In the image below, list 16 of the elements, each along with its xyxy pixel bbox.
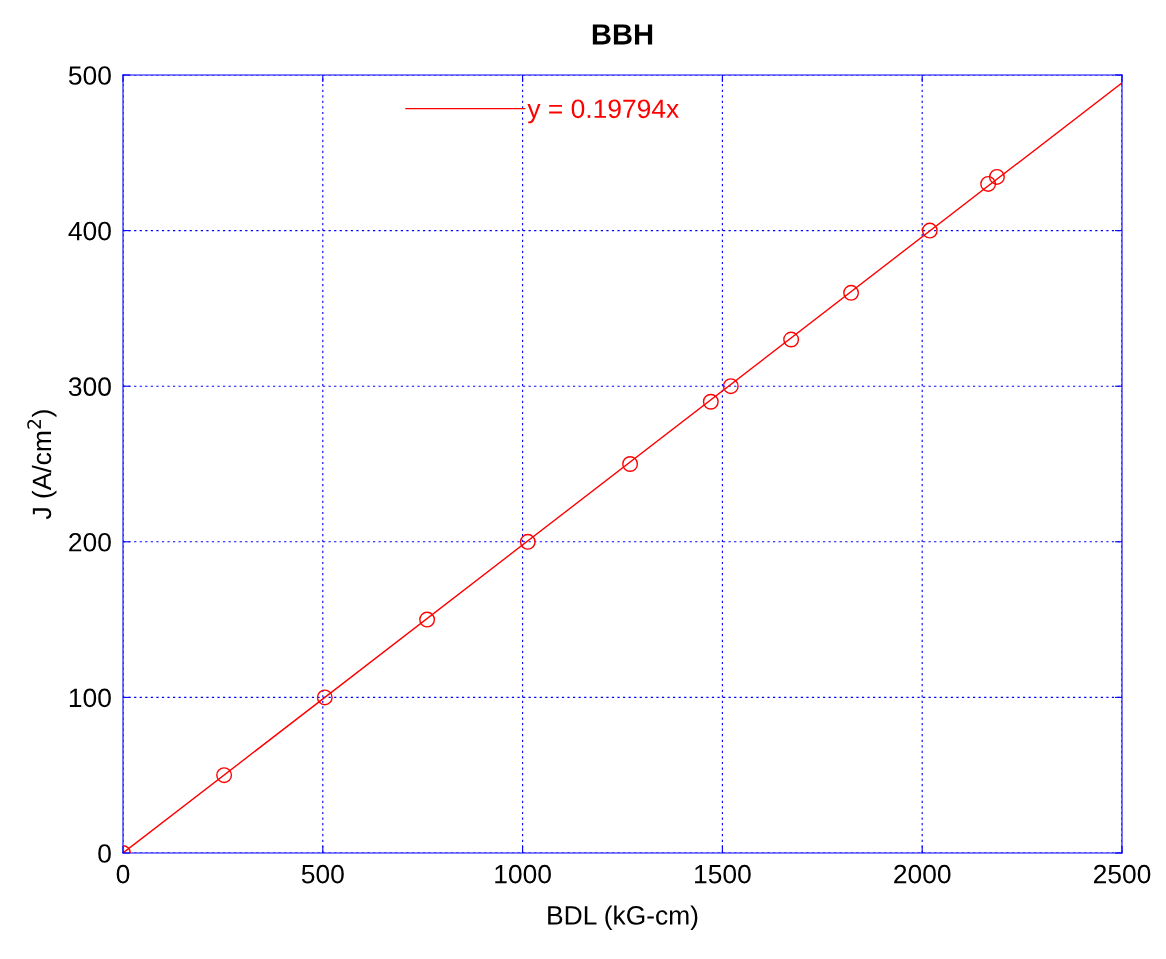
x-tick-label: 1500 [695,864,751,884]
y-tick-label: 0 [98,844,111,863]
x-tick-label: 1000 [495,864,551,884]
chart-title: BBH [592,24,653,45]
x-tick-label: 2000 [894,864,951,884]
x-tick-label: 0 [116,864,130,884]
y-tick-label: 300 [68,377,111,397]
y-tick-label: 500 [68,66,111,85]
y-tick-label: 100 [69,688,111,708]
x-tick-label: 2500 [1093,864,1151,884]
y-axis-title: J (A/cm$^{2}$) [27,410,57,520]
x-tick-label: 500 [301,864,344,884]
legend-label: y = 0.19794x [527,99,679,124]
x-axis-title: BDL (kG-cm) [548,905,698,930]
y-tick-label: 200 [69,532,111,552]
y-tick-label: 400 [68,221,111,241]
